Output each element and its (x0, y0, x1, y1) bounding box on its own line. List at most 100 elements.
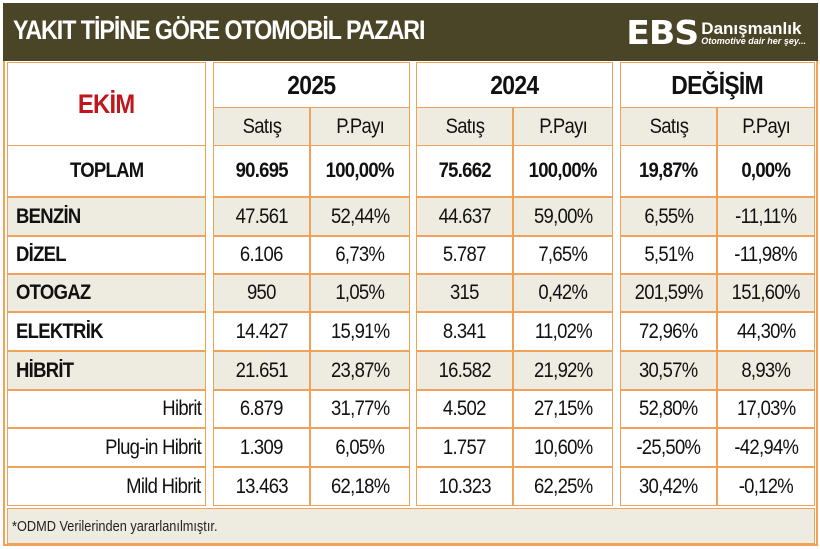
table-cell: 31,77% (310, 390, 410, 428)
table-cell: 0,00% (717, 145, 815, 197)
table-cell-text: 17,03% (736, 397, 796, 420)
table-cell-text: 6,05% (335, 435, 386, 459)
column-header-text: P.Payı (742, 114, 791, 138)
table-cell-text: -25,50% (636, 435, 702, 459)
table-cell: 8.341 (416, 312, 513, 351)
table-cell: 4.502 (416, 390, 513, 428)
table-cell-text: 950 (247, 281, 276, 304)
table-cell-text: 15,91% (330, 319, 390, 343)
table-cell: 44,30% (717, 312, 815, 351)
row-label: OTOGAZ (7, 274, 206, 312)
table-cell: 23,87% (310, 351, 410, 390)
row-label-text: Hibrit (162, 397, 202, 420)
table-cell: 100,00% (513, 145, 613, 197)
table-cell-text: 21,92% (533, 358, 593, 382)
column-header-text: P.Payı (336, 114, 385, 138)
table-cell-text: 1.309 (240, 435, 283, 459)
table-cell: 72,96% (620, 312, 717, 351)
table-cell-text: 4.502 (443, 397, 486, 420)
table-cell-text: 100,00% (528, 159, 598, 182)
group-header: DEĞİŞİM (620, 62, 815, 108)
row-label: BENZİN (7, 197, 206, 236)
table-cell: 8,93% (717, 351, 815, 390)
table-cell-text: 44.637 (438, 204, 491, 228)
table-cell-text: 52,80% (639, 397, 698, 420)
row-label: TOPLAM (7, 145, 206, 197)
logo-name: Danışmanlık (701, 18, 802, 38)
table-cell: 100,00% (310, 145, 410, 197)
title-bar: YAKIT TİPİNE GÖRE OTOMOBİL PAZARI EBS Da… (3, 3, 818, 61)
table-cell-text: 14.427 (235, 319, 288, 343)
table-cell-text: 6.879 (240, 397, 283, 420)
table-cell-text: 1.757 (443, 435, 486, 459)
row-label: HİBRİT (7, 351, 206, 390)
table-cell-text: 201,59% (634, 281, 703, 304)
group-header-text: DEĞİŞİM (671, 69, 764, 100)
table-cell: 6,05% (310, 428, 410, 467)
page-title: YAKIT TİPİNE GÖRE OTOMOBİL PAZARI (13, 15, 426, 45)
table-cell-text: 8,93% (741, 358, 792, 382)
table-cell: 1.309 (213, 428, 310, 467)
row-label-text: HİBRİT (16, 358, 74, 382)
table-cell-text: 0,42% (538, 281, 589, 304)
table-cell-text: 27,15% (533, 397, 593, 420)
table-cell: 62,25% (513, 467, 613, 506)
table-cell: 950 (213, 274, 310, 312)
ebs-logo: EBS Danışmanlık Otomotive dair her şey..… (626, 13, 806, 52)
table-cell: 15,91% (310, 312, 410, 351)
table-cell: 5,51% (620, 236, 717, 274)
column-header-text: Satış (649, 114, 688, 138)
table-cell-text: 100,00% (325, 159, 395, 182)
table-cell-text: 47.561 (235, 204, 288, 228)
table-cell-text: 30,42% (639, 474, 698, 498)
table-cell: 17,03% (717, 390, 815, 428)
month-label: EKİM (7, 62, 206, 146)
column-header: P.Payı (310, 107, 410, 146)
table-cell-text: 0,00% (741, 159, 792, 182)
table-cell: 44.637 (416, 197, 513, 236)
table-cell: 16.582 (416, 351, 513, 390)
table-cell-text: -42,94% (734, 435, 799, 459)
row-label-text: Mild Hibrit (126, 474, 202, 498)
table-cell-text: -11,98% (734, 243, 798, 266)
table-cell-text: 10.323 (438, 474, 491, 498)
table-cell: 30,42% (620, 467, 717, 506)
table-cell-text: 8.341 (443, 319, 486, 343)
row-label: Mild Hibrit (7, 467, 206, 506)
table-cell: 151,60% (717, 274, 815, 312)
footnote-text: *ODMD Verilerinden yararlanılmıştır. (12, 517, 218, 535)
table-cell-text: -0,12% (738, 474, 794, 498)
table-cell-text: 31,77% (330, 397, 390, 420)
row-label: Plug-in Hibrit (7, 428, 206, 467)
table-cell-text: 16.582 (438, 358, 491, 382)
table-cell-text: 6,55% (644, 204, 694, 228)
table-cell: 75.662 (416, 145, 513, 197)
table-cell: 52,44% (310, 197, 410, 236)
table-cell: 1,05% (310, 274, 410, 312)
table-cell: 30,57% (620, 351, 717, 390)
month-label-text: EKİM (78, 88, 135, 119)
table-cell-text: 30,57% (639, 358, 698, 382)
table-cell: -0,12% (717, 467, 815, 506)
table-cell: 52,80% (620, 390, 717, 428)
table-cell-text: 315 (450, 281, 479, 304)
row-label-text: BENZİN (16, 204, 81, 228)
footnote: *ODMD Verilerinden yararlanılmıştır. (7, 508, 815, 544)
table-cell-text: 5,51% (644, 243, 694, 266)
table-cell-text: 75.662 (438, 159, 491, 182)
column-header: Satış (620, 107, 717, 146)
column-header-text: Satış (242, 114, 281, 138)
table-cell: 47.561 (213, 197, 310, 236)
column-header: Satış (416, 107, 513, 146)
table-cell: 21.651 (213, 351, 310, 390)
table-cell-text: 62,25% (533, 474, 593, 498)
table-cell-text: 59,00% (533, 204, 593, 228)
table-cell: 7,65% (513, 236, 613, 274)
row-label-text: OTOGAZ (16, 281, 91, 304)
table-cell-text: 6.106 (240, 243, 283, 266)
group-header-text: 2024 (490, 69, 539, 100)
table-cell: 315 (416, 274, 513, 312)
table-cell: 5.787 (416, 236, 513, 274)
table-cell-text: 72,96% (639, 319, 698, 343)
table-cell-text: 23,87% (330, 358, 390, 382)
